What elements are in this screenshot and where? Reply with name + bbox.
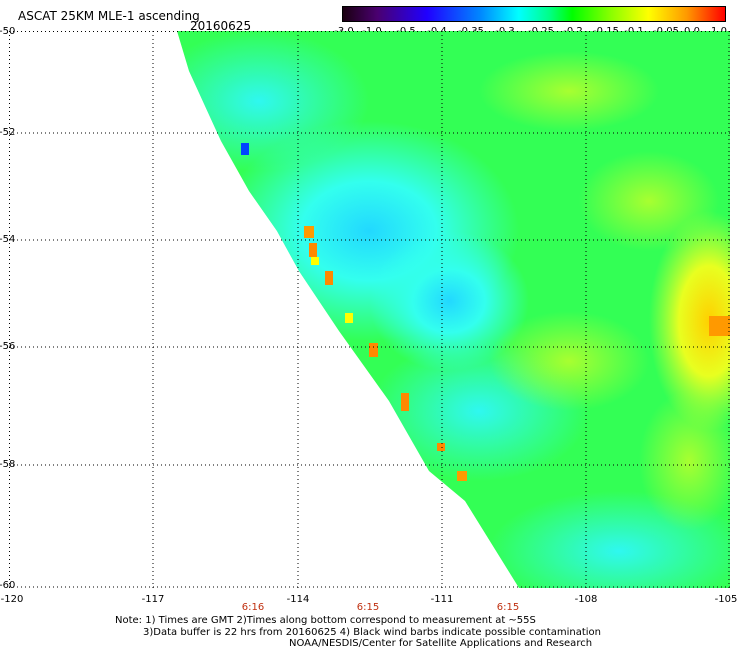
lat-label: -54 [0, 234, 16, 245]
wind-field-swath [177, 31, 730, 588]
lon-label: -114 [286, 594, 310, 605]
note-line-1: Note: 1) Times are GMT 2)Times along bot… [115, 615, 536, 626]
lat-label: -52 [0, 127, 16, 138]
note-line-3: NOAA/NESDIS/Center for Satellite Applica… [289, 638, 593, 649]
swath-map[interactable] [9, 31, 730, 588]
lat-label: -50 [0, 26, 16, 37]
lon-label: -111 [430, 594, 454, 605]
graticule [9, 31, 730, 588]
colorbar [342, 6, 726, 22]
lat-label: -56 [0, 341, 16, 352]
note-line-2: 3)Data buffer is 22 hrs from 20160625 4)… [143, 627, 601, 638]
map-title: ASCAT 25KM MLE-1 ascending [18, 9, 200, 23]
time-label: 6:16 [241, 602, 265, 613]
time-label: 6:15 [496, 602, 520, 613]
lon-label: -105 [714, 594, 738, 605]
lon-label: -120 [0, 594, 24, 605]
time-label: 6:15 [356, 602, 380, 613]
lon-label: -117 [141, 594, 165, 605]
map-date: 20160625 [190, 19, 252, 33]
lat-label: -58 [0, 459, 16, 470]
lat-label: -60 [0, 580, 16, 591]
lon-label: -108 [574, 594, 598, 605]
